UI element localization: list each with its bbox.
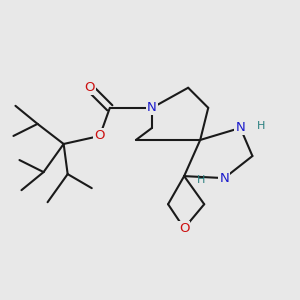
Text: H: H (197, 175, 205, 185)
Text: H: H (256, 121, 265, 131)
Text: O: O (85, 81, 95, 94)
Text: N: N (219, 172, 229, 184)
Text: N: N (147, 101, 157, 114)
Text: O: O (179, 222, 189, 235)
Text: N: N (236, 122, 245, 134)
Text: O: O (94, 129, 105, 142)
